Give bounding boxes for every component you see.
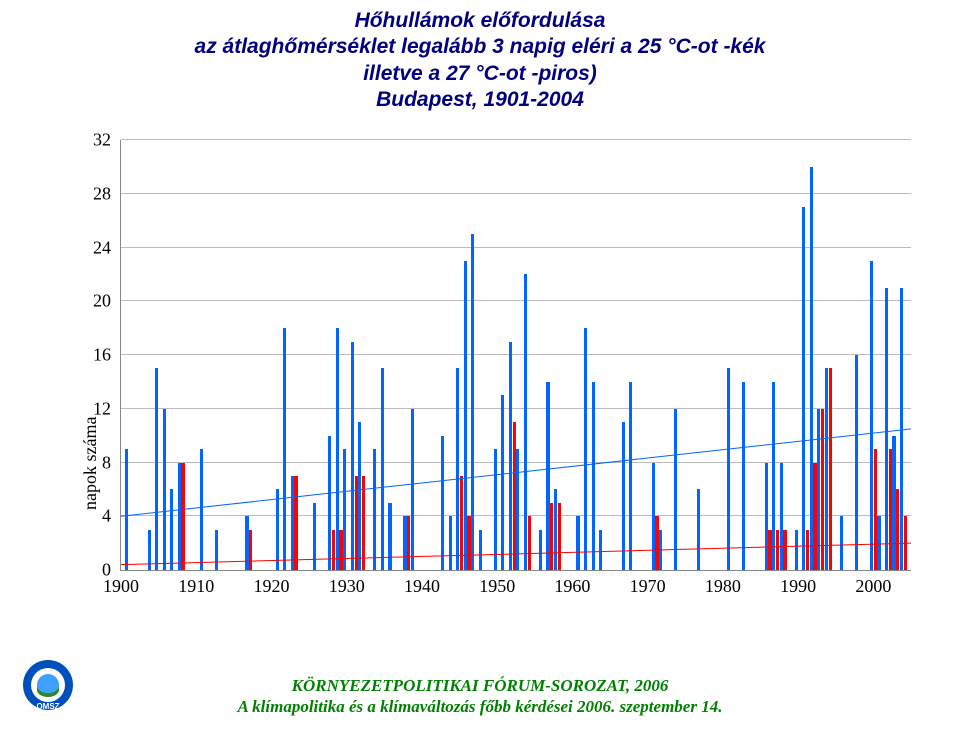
footer-line1: KÖRNYEZETPOLITIKAI FÓRUM-SOROZAT, 2006: [0, 676, 960, 696]
title-line1: Hőhullámok előfordulása: [0, 8, 960, 34]
omsz-logo: OMSZ: [22, 659, 74, 711]
y-tick-label: 32: [71, 130, 111, 151]
footer-line2: A klímapolitika és a klímaváltozás főbb …: [0, 697, 960, 717]
footer: KÖRNYEZETPOLITIKAI FÓRUM-SOROZAT, 2006 A…: [0, 676, 960, 717]
y-tick-label: 4: [71, 506, 111, 527]
y-tick-label: 24: [71, 237, 111, 258]
x-tick-label: 1960: [554, 576, 590, 597]
trend-overlay: [121, 140, 911, 570]
svg-text:OMSZ: OMSZ: [36, 702, 59, 711]
title-line4: Budapest, 1901-2004: [0, 87, 960, 113]
chart-area: napok száma 0481216202428321900191019201…: [60, 140, 920, 610]
x-tick-label: 1920: [253, 576, 289, 597]
y-tick-label: 20: [71, 291, 111, 312]
x-tick-label: 1910: [178, 576, 214, 597]
y-tick-label: 12: [71, 398, 111, 419]
y-tick-label: 28: [71, 183, 111, 204]
x-tick-label: 1950: [479, 576, 515, 597]
x-tick-label: 2000: [855, 576, 891, 597]
x-tick-label: 1900: [103, 576, 139, 597]
title-line3: illetve a 27 °C-ot -piros): [0, 61, 960, 87]
title-line2: az átlaghőmérséklet legalább 3 napig elé…: [0, 34, 960, 60]
x-tick-label: 1940: [404, 576, 440, 597]
x-tick-label: 1970: [630, 576, 666, 597]
y-tick-label: 8: [71, 452, 111, 473]
chart-title: Hőhullámok előfordulása az átlaghőmérsék…: [0, 8, 960, 113]
x-tick-label: 1930: [329, 576, 365, 597]
x-tick-label: 1980: [705, 576, 741, 597]
y-tick-label: 16: [71, 345, 111, 366]
x-tick-label: 1990: [780, 576, 816, 597]
plot-area: 0481216202428321900191019201930194019501…: [120, 140, 911, 571]
